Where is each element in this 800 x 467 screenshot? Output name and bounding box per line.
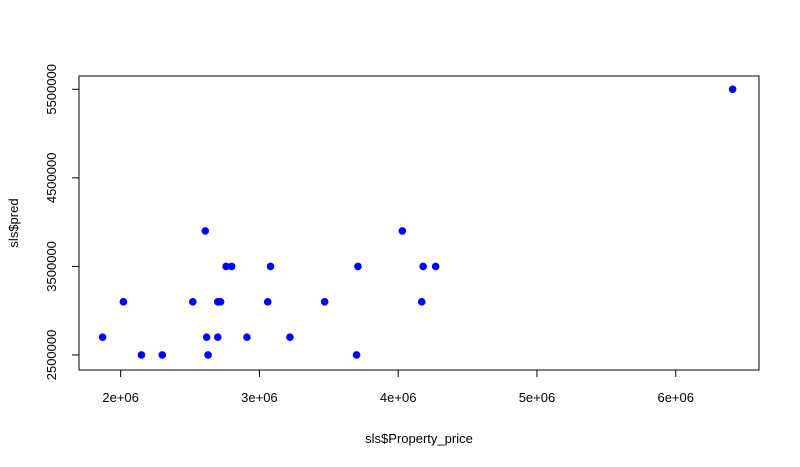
plot-box xyxy=(78,75,760,371)
data-point xyxy=(213,333,222,342)
data-point xyxy=(266,262,275,271)
data-point xyxy=(119,298,128,306)
data-point xyxy=(431,262,440,271)
data-point xyxy=(286,333,294,342)
data-point xyxy=(204,351,212,359)
data-point xyxy=(398,227,407,235)
x-tick-label: 4e+06 xyxy=(380,390,417,405)
data-point xyxy=(243,333,251,342)
y-tick-label: 3500000 xyxy=(44,241,59,292)
data-point xyxy=(352,351,361,359)
data-point xyxy=(320,298,329,306)
x-tick-label: 6e+06 xyxy=(657,390,694,405)
data-points xyxy=(98,85,737,359)
data-point xyxy=(216,298,225,306)
data-point xyxy=(227,262,236,271)
data-point xyxy=(728,85,737,94)
data-point xyxy=(263,298,272,306)
data-point xyxy=(158,351,167,359)
x-tick-label: 2e+06 xyxy=(102,390,139,405)
x-axis: 2e+06 3e+06 4e+06 5e+06 6e+06 xyxy=(102,369,694,405)
data-point xyxy=(98,333,107,342)
y-axis: 2500000 3500000 4500000 5500000 xyxy=(44,64,80,381)
x-tick-label: 5e+06 xyxy=(519,390,556,405)
y-tick-label: 2500000 xyxy=(44,330,59,381)
data-point xyxy=(137,351,146,359)
data-point xyxy=(354,262,362,271)
y-tick-label: 4500000 xyxy=(44,153,59,204)
y-tick-label: 5500000 xyxy=(44,64,59,115)
data-point xyxy=(202,333,211,342)
data-point xyxy=(419,262,427,271)
x-axis-title: sls$Property_price xyxy=(365,431,473,446)
data-point xyxy=(201,227,210,235)
y-axis-title: sls$pred xyxy=(6,198,21,247)
data-point xyxy=(417,298,426,306)
x-tick-label: 3e+06 xyxy=(241,390,278,405)
data-point xyxy=(188,298,197,306)
